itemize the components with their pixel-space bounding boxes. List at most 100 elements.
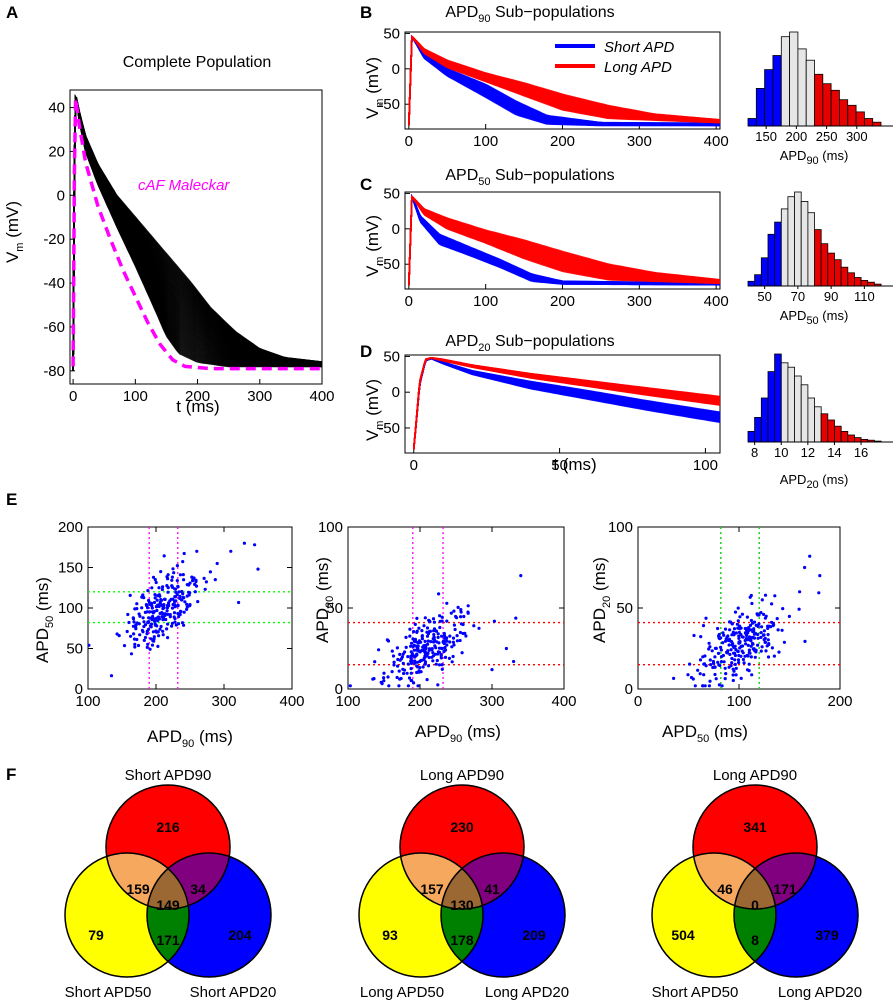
scatter-point [749,618,754,623]
scatter-point [405,671,409,675]
scatter-point [434,629,439,633]
scatter-point [708,645,712,649]
x-tick-label: 50 [551,457,568,474]
scatter-point [176,585,180,589]
venn-count-top-left: 46 [717,881,733,897]
scatter-point [382,671,386,675]
scatter2-xlabel: APD90 (ms) [415,722,501,745]
long-apd-trace [408,195,720,286]
scatter-point [721,641,725,645]
venn-count-left-right: 8 [751,932,759,948]
scatter-point [133,607,137,611]
scatter-point [163,597,167,602]
scatter-point [717,663,721,667]
x-tick-label: 200 [550,293,575,310]
scatter-point [422,658,426,662]
scatter-point [756,643,760,647]
scatter-point [418,666,422,670]
scatter-point [146,589,150,593]
venn-center-region [734,853,776,909]
scatter-point [451,654,455,659]
scatter-point [726,634,730,638]
scatter-point [740,635,744,639]
scatter-point [191,579,195,583]
scatter-point [170,606,175,610]
scatter-point [159,624,163,629]
scatter-point [440,619,444,623]
scatter-point [396,657,400,662]
scatter-point [757,613,761,617]
scatter-point [442,631,446,636]
scatter-point [701,655,705,659]
panel-d-title: APD20 Sub−populations [445,333,614,354]
scatter-point [452,609,456,613]
scatter-point [757,622,761,626]
scatter-point [425,626,430,630]
scatter-point [730,656,734,661]
scatter-point [406,684,410,688]
scatter-point [395,675,399,680]
scatter-point [736,606,740,610]
short-apd-trace [413,357,720,450]
scatter-point [125,629,129,634]
histogram-bar [820,413,829,443]
scatter-point [180,621,185,625]
scatter-point [397,684,401,688]
long-apd-trace [413,357,720,450]
scatter-point [385,638,389,642]
scatter-point [743,638,747,643]
scatter-point [440,615,444,619]
scatter-point [688,662,692,666]
scatter-point [152,610,156,614]
scatter-point [161,633,165,637]
scatter-point [412,630,416,634]
scatter-point [170,578,174,582]
histogram-tick-label: 300 [846,129,868,144]
scatter-point [160,587,164,592]
histogram-tick-label: 90 [824,289,838,304]
histogram-bar [774,221,782,287]
histogram-bar [767,233,776,287]
scatter-point [439,652,443,657]
histogram-bar [747,118,757,127]
short-apd-trace [413,357,720,450]
short-apd-trace [413,357,720,450]
scatter-point [440,634,444,638]
scatter-point [729,648,733,652]
long-apd-trace [413,357,720,450]
short-apd-trace [413,357,720,450]
scatter-point [751,642,755,646]
scatter-point [722,660,726,664]
scatter-point [737,660,741,665]
scatter-point [142,620,146,624]
scatter-point [194,578,198,582]
scatter-point [148,610,152,614]
scatter-point [460,651,464,655]
scatter-point [701,684,705,688]
scatter-point [445,643,449,647]
histogram-tick-label: 110 [854,289,875,304]
scatter-point [466,611,470,615]
scatter-point [141,616,145,620]
scatter-point [150,601,154,605]
scatter-point [140,606,144,610]
scatter-point [750,621,755,625]
scatter-point [153,623,157,627]
scatter-point [438,625,442,630]
scatter-point [129,634,133,638]
histogram-bar [867,281,875,287]
scatter-point [379,680,383,684]
scatter-point [193,582,197,587]
scatter-point [753,655,757,659]
scatter-point [749,593,753,598]
panel-a-ylabel: Vm (mV) [3,201,26,263]
scatter-point [748,623,753,628]
scatter-point [188,603,192,607]
scatter-point [425,630,429,634]
panel-label-a: A [6,3,18,22]
y-tick-label: 0 [625,681,633,698]
scatter-point [420,634,424,638]
y-tick-label: 50 [383,185,400,202]
scatter-point [744,642,748,646]
scatter-point [146,621,150,625]
